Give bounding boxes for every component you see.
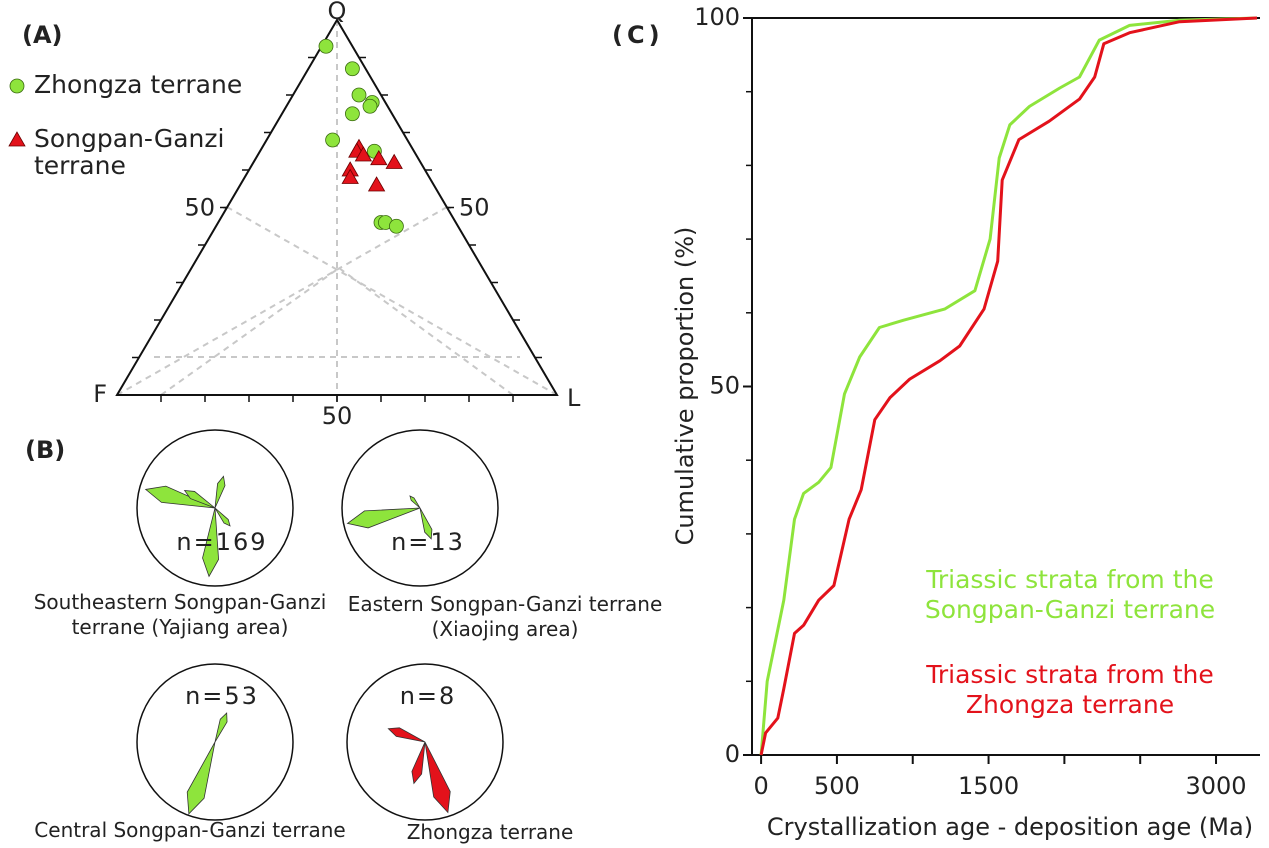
rose-petal [409,495,421,509]
legend-marker [9,78,25,94]
ternary-tick-label: 50 [459,194,490,222]
rose-petal [186,741,216,815]
x-axis-label: Crystallization age - deposition age (Ma… [767,813,1253,841]
series-label: Triassic strata from the Songpan-Ganzi t… [924,565,1216,624]
rose-petal [419,507,433,540]
panel-label: (B) [25,436,65,464]
y-axis-label: Cumulative proportion (%) [671,227,699,546]
rose-petal [424,741,451,814]
rose-n-label: n=13 [391,528,465,556]
legend-label: Songpan-Ganzi terrane [34,124,225,180]
vertex-label: Q [328,0,347,25]
rose-caption: Zhongza terrane [406,820,574,844]
grid-line [160,267,340,396]
rose-circle [136,663,294,821]
data-point [385,153,403,169]
x-tick-label: 500 [814,772,860,800]
rose-petal [214,712,228,743]
panel-label: (C) [612,21,664,49]
cumulative-line [759,16,1258,756]
data-point [354,146,373,162]
series-label: Triassic strata from the Zhongza terrane [926,660,1214,719]
rose-petal [346,507,421,529]
data-point [351,87,367,103]
data-point [325,132,341,148]
ternary-tick-label: 50 [184,194,215,222]
data-point [344,106,360,122]
rose-circle [136,429,294,587]
rose-n-label: n=169 [176,528,267,556]
grid-line [338,267,514,396]
y-tick-label: 100 [694,3,740,31]
legend-label: Zhongza terrane [34,70,243,99]
rose-petal [202,507,219,578]
data-point [367,176,386,192]
grid-line [116,206,448,396]
rose-caption: Eastern Songpan-Ganzi terrane (Xiaojing … [347,592,663,641]
rose-caption: Central Songpan-Ganzi terrane [34,818,346,842]
y-tick-label: 0 [725,740,740,768]
x-tick-label: 1500 [958,772,1019,800]
rose-petal [411,741,426,785]
data-point [388,218,404,234]
vertex-label: L [567,384,581,412]
data-point [341,168,359,184]
rose-petal [183,489,216,509]
grid-line [226,206,558,396]
vertex-label: F [93,380,107,408]
rose-petal [144,485,216,509]
y-tick-label: 50 [709,372,740,400]
data-point [344,61,360,77]
ternary-tick-label: 50 [322,402,353,430]
legend-marker [8,131,26,147]
x-tick-label: 3000 [1185,772,1246,800]
rose-circle [346,663,504,821]
rose-circle [341,429,499,587]
cumulative-line [759,16,1258,756]
rose-petal [214,507,231,527]
x-tick-label: 0 [753,772,768,800]
rose-petal [214,475,226,509]
data-point [370,149,388,166]
rose-n-label: n=8 [400,682,457,710]
data-point [318,38,334,54]
panel-label: (A) [22,21,63,49]
data-point [362,98,378,114]
rose-petal [387,727,426,743]
rose-caption: Southeastern Songpan-Ganzi terrane (Yaji… [33,590,327,639]
rose-n-label: n=53 [185,682,259,710]
